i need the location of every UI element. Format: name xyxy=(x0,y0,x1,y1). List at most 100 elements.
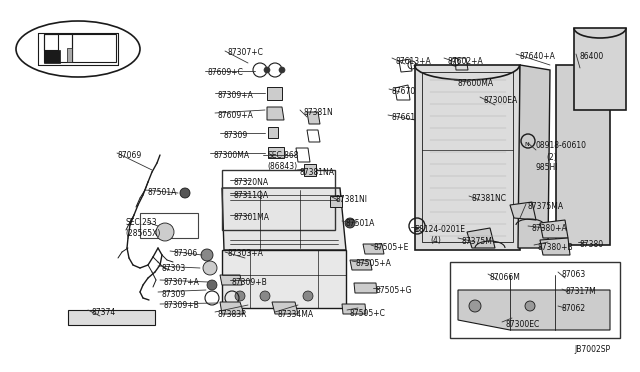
Text: 87381NC: 87381NC xyxy=(471,194,506,203)
Polygon shape xyxy=(354,283,377,293)
Text: (28565X): (28565X) xyxy=(125,229,161,238)
Polygon shape xyxy=(363,244,384,254)
Circle shape xyxy=(156,223,174,241)
Polygon shape xyxy=(510,202,536,220)
Text: 87609+C: 87609+C xyxy=(208,68,244,77)
Text: 87303: 87303 xyxy=(162,264,186,273)
Polygon shape xyxy=(458,290,610,330)
Text: 87311QA: 87311QA xyxy=(234,191,269,200)
Text: 87317M: 87317M xyxy=(566,287,596,296)
Text: 87320NA: 87320NA xyxy=(234,178,269,187)
Text: 87300MA: 87300MA xyxy=(213,151,249,160)
Text: (2): (2) xyxy=(546,153,557,162)
Bar xyxy=(450,262,620,338)
Polygon shape xyxy=(415,65,520,250)
Text: 87066M: 87066M xyxy=(490,273,521,282)
Text: 87383R: 87383R xyxy=(218,310,248,319)
Text: B8124-0201E: B8124-0201E xyxy=(414,225,465,234)
Circle shape xyxy=(203,261,217,275)
Polygon shape xyxy=(220,302,244,314)
Bar xyxy=(222,170,335,230)
Circle shape xyxy=(345,218,355,228)
Circle shape xyxy=(235,291,245,301)
Text: N: N xyxy=(524,141,529,147)
Circle shape xyxy=(303,291,313,301)
Text: 87381NA: 87381NA xyxy=(300,168,335,177)
Text: 87380+B: 87380+B xyxy=(537,243,573,252)
Circle shape xyxy=(180,188,190,198)
Bar xyxy=(222,250,346,308)
Circle shape xyxy=(469,300,481,312)
Text: 87380: 87380 xyxy=(580,240,604,249)
Text: 87300EA: 87300EA xyxy=(484,96,518,105)
Polygon shape xyxy=(330,196,342,207)
Text: 87613+A: 87613+A xyxy=(396,57,432,66)
Circle shape xyxy=(525,301,535,311)
Text: (4): (4) xyxy=(430,236,441,245)
Bar xyxy=(44,34,72,62)
Text: JB7002SP: JB7002SP xyxy=(574,345,610,354)
Text: 87309+B: 87309+B xyxy=(164,301,200,310)
Text: 87375MA: 87375MA xyxy=(528,202,564,211)
Text: 87300EC: 87300EC xyxy=(505,320,540,329)
Text: 87306: 87306 xyxy=(174,249,198,258)
Polygon shape xyxy=(518,65,550,248)
Text: 87609+A: 87609+A xyxy=(218,111,254,120)
Text: (86843): (86843) xyxy=(267,162,297,171)
Text: B: B xyxy=(413,227,418,233)
Polygon shape xyxy=(540,238,570,255)
Polygon shape xyxy=(540,220,568,238)
Circle shape xyxy=(201,249,213,261)
Text: 87063: 87063 xyxy=(561,270,585,279)
Polygon shape xyxy=(307,112,320,124)
Text: 87307+A: 87307+A xyxy=(164,278,200,287)
Text: 87301MA: 87301MA xyxy=(234,213,270,222)
Text: 87381NI: 87381NI xyxy=(335,195,367,204)
Text: SEC.868: SEC.868 xyxy=(267,151,298,160)
Text: 87069: 87069 xyxy=(117,151,141,160)
Text: 87602+A: 87602+A xyxy=(447,57,483,66)
Text: 87374: 87374 xyxy=(91,308,115,317)
Text: 87303+A: 87303+A xyxy=(228,249,264,258)
Polygon shape xyxy=(267,107,284,120)
Bar xyxy=(574,28,626,110)
Text: 87307+C: 87307+C xyxy=(228,48,264,57)
Text: 87309: 87309 xyxy=(223,131,247,140)
Text: 87375M: 87375M xyxy=(461,237,492,246)
Polygon shape xyxy=(467,228,495,248)
Polygon shape xyxy=(272,302,298,314)
Text: SEC.253: SEC.253 xyxy=(125,218,157,227)
Circle shape xyxy=(279,67,285,73)
Text: 87380+A: 87380+A xyxy=(531,224,567,233)
Text: 87600MA: 87600MA xyxy=(457,79,493,88)
Bar xyxy=(67,48,72,62)
Text: 87640+A: 87640+A xyxy=(519,52,555,61)
Bar xyxy=(556,65,610,245)
Bar xyxy=(72,34,116,62)
Text: 87505+E: 87505+E xyxy=(374,243,410,252)
Text: 87309: 87309 xyxy=(162,290,186,299)
Polygon shape xyxy=(267,87,282,100)
Bar xyxy=(44,50,60,63)
Text: 87505+G: 87505+G xyxy=(376,286,413,295)
Text: 87670: 87670 xyxy=(392,87,416,96)
Text: 87309+A: 87309+A xyxy=(218,91,254,100)
Text: 86400: 86400 xyxy=(579,52,604,61)
Circle shape xyxy=(264,67,270,73)
Circle shape xyxy=(207,280,217,290)
Polygon shape xyxy=(268,127,278,138)
Text: 87334MA: 87334MA xyxy=(278,310,314,319)
Text: 87501A: 87501A xyxy=(345,219,374,228)
Text: 08918-60610: 08918-60610 xyxy=(535,141,586,150)
Text: 87062: 87062 xyxy=(561,304,585,313)
Text: 87381N: 87381N xyxy=(304,108,333,117)
Text: 87661: 87661 xyxy=(391,113,415,122)
Bar xyxy=(44,34,58,50)
Text: 87501A: 87501A xyxy=(148,188,177,197)
Polygon shape xyxy=(350,260,372,270)
Text: 985HI: 985HI xyxy=(535,163,557,172)
Circle shape xyxy=(260,291,270,301)
Text: 87505+A: 87505+A xyxy=(355,259,391,268)
Polygon shape xyxy=(342,304,366,314)
Polygon shape xyxy=(222,188,346,250)
